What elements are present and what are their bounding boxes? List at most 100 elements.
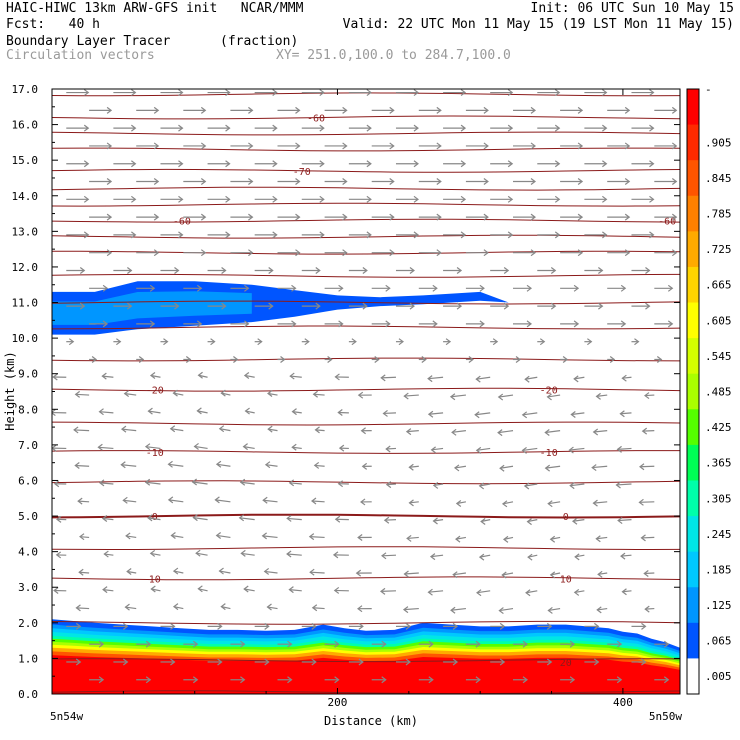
wind-vector-head — [338, 320, 344, 328]
wind-vector-head — [272, 231, 278, 239]
colorbar-frame — [686, 88, 700, 695]
wind-vector-arrow — [478, 482, 491, 490]
wind-vector-head — [475, 640, 481, 648]
wind-vector-arrow — [418, 284, 438, 292]
wind-vector-arrow — [560, 213, 584, 221]
wind-vector-arrow — [385, 481, 397, 489]
wind-vector-head — [609, 355, 616, 363]
wind-vector-arrow — [429, 553, 444, 561]
wind-vector-arrow — [490, 231, 514, 239]
wind-vector-head — [210, 338, 216, 346]
wind-vector-head — [402, 606, 409, 614]
wind-vector-arrow — [240, 549, 255, 557]
wind-vector-arrow — [617, 517, 632, 525]
wind-vector-arrow — [455, 535, 467, 543]
wind-vector-shaft — [569, 447, 585, 451]
wind-vector-head — [366, 195, 372, 203]
wind-vector-head — [149, 284, 156, 292]
wind-vector-arrow — [113, 338, 122, 346]
wind-vector-arrow — [513, 640, 529, 648]
wind-vector-arrow — [261, 532, 278, 540]
wind-vector-head — [268, 267, 274, 274]
wind-vector-head — [334, 640, 340, 648]
wind-vector-head — [530, 213, 537, 221]
wind-vector-arrow — [382, 409, 397, 417]
wind-vector-arrow — [607, 249, 631, 257]
wind-vector-head — [295, 178, 301, 186]
wind-vector-head — [106, 106, 113, 114]
wind-vector-head — [102, 284, 109, 292]
wind-vector-head — [74, 462, 80, 469]
wind-vector-head — [595, 535, 601, 543]
wind-vector-head — [616, 445, 622, 453]
wind-vector-arrow — [571, 517, 585, 525]
wind-vector-shaft — [168, 499, 184, 503]
wind-vector-head — [413, 160, 419, 168]
wind-vector-head — [83, 195, 90, 203]
wind-vector-head — [153, 213, 160, 221]
wind-vector-arrow — [337, 409, 349, 416]
wind-vector-shaft — [456, 501, 467, 505]
wind-vector-head — [200, 178, 207, 186]
wind-vector-head — [476, 589, 482, 597]
temperature-contour-line — [52, 658, 680, 663]
wind-vector-arrow — [183, 640, 199, 648]
y-tick-label: 16.0 — [12, 119, 39, 132]
wind-vector-shaft — [574, 376, 585, 380]
wind-vector-arrow — [549, 535, 561, 543]
wind-vector-head — [217, 658, 223, 666]
wind-vector-head — [554, 89, 561, 97]
wind-vector-head — [594, 622, 600, 630]
wind-vector-head — [667, 320, 674, 328]
x-end-location-label: 5n50w — [649, 710, 682, 723]
wind-vector-arrow — [239, 478, 255, 486]
wind-vector-arrow — [560, 249, 584, 257]
wind-vector-head — [483, 249, 489, 257]
header-model-title: HAIC-HIWC 13km ARW-GFS init NCAR/MMM — [6, 1, 304, 16]
wind-vector-arrow — [183, 676, 199, 684]
wind-vector-arrow — [395, 124, 419, 132]
wind-vector-arrow — [113, 267, 133, 274]
wind-vector-arrow — [183, 178, 207, 186]
wind-vector-arrow — [113, 195, 137, 203]
wind-vector-head — [619, 410, 625, 418]
wind-vector-head — [515, 355, 522, 363]
wind-vector-shaft — [593, 430, 608, 433]
wind-vector-arrow — [160, 658, 176, 666]
temperature-contour-line — [52, 202, 680, 207]
wind-vector-head — [620, 284, 627, 292]
wind-vector-arrow — [380, 374, 396, 382]
wind-vector-head — [131, 195, 137, 203]
wind-vector-arrow — [643, 570, 655, 577]
wind-vector-arrow — [443, 658, 459, 666]
wind-vector-head — [131, 231, 137, 239]
x-axis-title: Distance (km) — [324, 714, 418, 728]
wind-vector-head — [602, 195, 608, 203]
wind-vector-head — [573, 284, 580, 292]
wind-vector-arrow — [263, 567, 278, 575]
temperature-contour-label: -60 — [307, 113, 325, 124]
temperature-contour-line — [52, 546, 680, 551]
wind-vector-shaft — [639, 501, 655, 503]
wind-vector-arrow — [620, 552, 632, 560]
wind-vector-head — [244, 407, 250, 415]
wind-vector-arrow — [348, 658, 364, 666]
colorbar-swatch — [687, 587, 699, 624]
wind-vector-head — [131, 160, 137, 168]
wind-vector-arrow — [607, 676, 623, 684]
wind-vector-head — [451, 428, 457, 436]
wind-vector-head — [248, 142, 254, 150]
wind-vector-shaft — [409, 465, 419, 468]
wind-vector-head — [337, 480, 344, 488]
wind-vector-head — [671, 106, 678, 114]
wind-vector-arrow — [443, 302, 463, 310]
wind-vector-arrow — [465, 676, 481, 684]
wind-vector-arrow — [262, 496, 278, 504]
wind-vector-arrow — [207, 658, 223, 666]
wind-vector-head — [577, 178, 584, 186]
wind-vector-arrow — [513, 284, 533, 292]
wind-vector-shaft — [78, 500, 90, 503]
wind-vector-shaft — [596, 536, 608, 540]
wind-vector-head — [523, 482, 530, 490]
